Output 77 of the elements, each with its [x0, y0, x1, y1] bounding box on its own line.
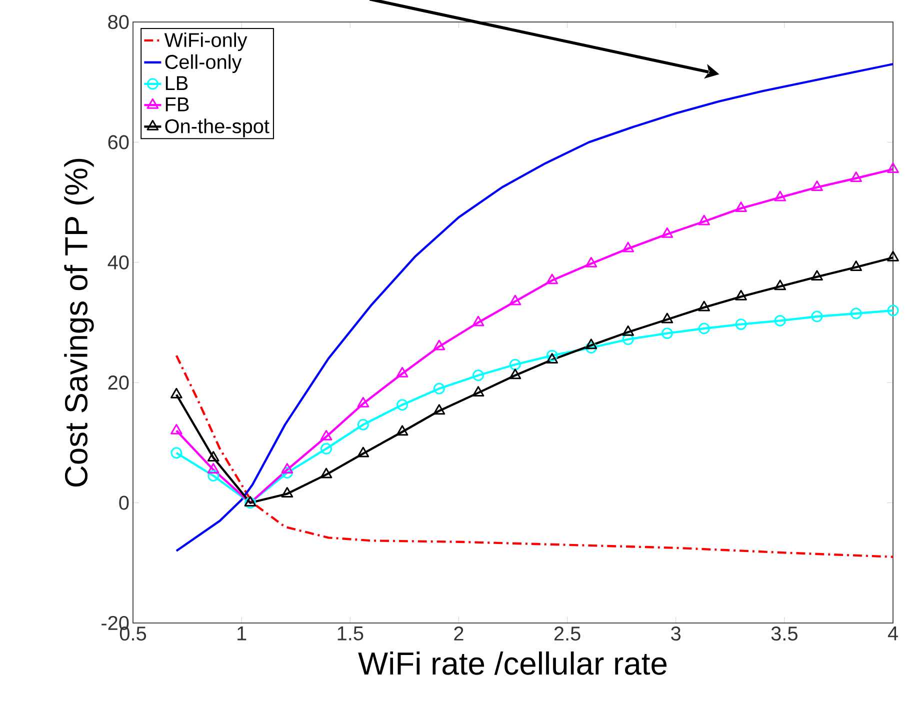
- legend-label: FB: [166, 97, 189, 112]
- point: [396, 425, 408, 436]
- point: [170, 424, 182, 434]
- point: [887, 162, 899, 173]
- point: [509, 294, 522, 306]
- legend-label: Cell-only: [165, 54, 242, 73]
- point: [661, 227, 674, 238]
- point: [320, 430, 332, 440]
- y-tick-label: 60: [108, 135, 129, 150]
- x-tick-label: 3: [671, 626, 681, 641]
- point: [774, 190, 786, 202]
- point: [320, 468, 332, 478]
- point: [622, 325, 634, 336]
- point: [698, 300, 710, 312]
- line-series: [175, 354, 894, 558]
- point: [887, 250, 899, 262]
- point: [735, 202, 747, 212]
- point: [396, 366, 408, 378]
- point: [320, 442, 332, 454]
- point: [585, 338, 598, 350]
- point: [546, 350, 558, 362]
- y-tick-label: 80: [108, 14, 129, 30]
- y-tick-label: 40: [108, 255, 129, 270]
- x-tick-label: 2.5: [554, 626, 580, 641]
- point: [661, 328, 673, 340]
- point: [433, 340, 446, 350]
- x-axis-title: WiFi rate /cellular rate: [358, 651, 667, 675]
- point: [509, 368, 522, 380]
- x-tick-label: 4: [888, 626, 898, 640]
- point: [207, 463, 220, 474]
- point: [433, 404, 446, 415]
- point: [774, 280, 786, 290]
- point: [622, 242, 634, 252]
- point: [811, 270, 823, 281]
- x-tick-label: 3.5: [771, 626, 798, 641]
- point: [281, 463, 294, 474]
- x-tick-label: 1: [238, 626, 246, 640]
- point: [811, 310, 823, 322]
- point: [207, 450, 220, 462]
- point: [887, 304, 899, 316]
- point: [735, 318, 747, 330]
- point: [546, 274, 558, 284]
- point: [170, 388, 182, 398]
- point: [811, 180, 823, 192]
- point: [735, 290, 747, 300]
- point: [357, 418, 369, 430]
- point: [585, 256, 598, 268]
- point: [357, 446, 370, 458]
- point: [698, 322, 710, 334]
- point: [281, 487, 294, 498]
- point: [850, 172, 862, 182]
- point: [546, 353, 558, 364]
- y-tick-label: 20: [108, 376, 129, 390]
- point: [850, 308, 862, 320]
- legend-label: LB: [166, 76, 188, 90]
- y-axis-title: Cost Savings of TP (%): [64, 158, 94, 487]
- point: [774, 314, 786, 326]
- point: [396, 399, 408, 411]
- point: [698, 214, 710, 226]
- point: [433, 382, 445, 394]
- point: [850, 260, 862, 271]
- point: [472, 370, 484, 382]
- x-tick-label: 2: [454, 626, 464, 640]
- point: [208, 470, 220, 482]
- legend-label: WiFi-only: [164, 32, 248, 52]
- point: [622, 334, 634, 346]
- point: [281, 467, 293, 478]
- point: [585, 342, 597, 354]
- x-tick-label: 1.5: [338, 626, 364, 640]
- point: [661, 312, 674, 324]
- legend-label: On-the-spot: [165, 118, 270, 138]
- point: [357, 396, 370, 408]
- point: [472, 386, 484, 397]
- y-tick-label: 0: [119, 496, 129, 510]
- point: [472, 316, 484, 326]
- point: [509, 358, 521, 370]
- point: [170, 447, 182, 459]
